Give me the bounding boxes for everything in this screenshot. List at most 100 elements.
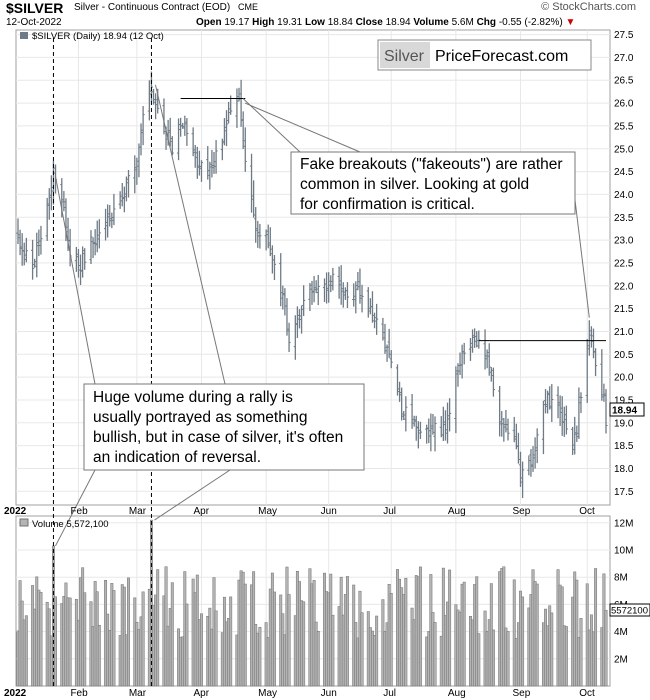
volume-bar <box>54 596 57 687</box>
price-tick-label: 26.5 <box>614 76 634 87</box>
volume-bar <box>39 592 43 687</box>
price-tick-label: 22.5 <box>614 258 634 269</box>
month-tick-label: Aug <box>448 506 466 517</box>
price-tick-label: 27.5 <box>614 30 634 41</box>
price-tick-label: 20.5 <box>614 350 634 361</box>
month-tick-label: Oct <box>579 506 595 517</box>
price-tick-label: 22.0 <box>614 281 634 292</box>
price-tick-label: 18.5 <box>614 441 634 452</box>
volume-bar <box>564 626 568 687</box>
volume-note-text: Huge volume during a rally is usually por… <box>93 389 343 466</box>
volume-bar <box>521 596 525 687</box>
month-tick-label: Jul <box>383 688 396 699</box>
volume-bar <box>475 576 479 687</box>
volume-bar <box>112 590 116 687</box>
brand-silver: Silver <box>384 48 425 65</box>
volume-bar <box>433 622 437 687</box>
quote-date: 12-Oct-2022 <box>6 17 62 28</box>
volume-tick-label: 8M <box>614 573 628 584</box>
volume-bar <box>512 579 516 687</box>
month-tick-label: Sep <box>513 688 531 699</box>
price-legend: $SILVER (Daily) 18.94 (12 Oct) <box>20 31 164 42</box>
volume-bar <box>331 614 335 687</box>
month-tick-label: Apr <box>193 506 209 517</box>
month-tick-label: Jul <box>383 506 396 517</box>
volume-bar <box>243 583 247 687</box>
volume-bar <box>185 603 189 687</box>
month-tick-label: Sep <box>513 506 531 517</box>
volume-bar <box>68 597 72 687</box>
volume-bar <box>156 569 160 687</box>
volume-tick-label: 2M <box>614 654 628 665</box>
price-tick-label: 17.5 <box>614 487 634 498</box>
volume-bar <box>491 629 495 687</box>
price-tick-label: 20.0 <box>614 373 634 384</box>
volume-bar <box>24 615 28 687</box>
volume-note-callout: Huge volume during a rally is usually por… <box>83 383 365 471</box>
volume-note-pointer <box>154 84 226 385</box>
last-price-label: 18.94 <box>612 406 637 417</box>
last-volume-label: 5572100 <box>611 606 648 617</box>
stockcharts-logo[interactable]: © StockCharts.com <box>541 1 636 13</box>
month-tick-label: Oct <box>579 688 595 699</box>
month-tick-label: Feb <box>70 688 88 699</box>
volume-note-pointer <box>55 469 96 547</box>
price-tick-label: 21.5 <box>614 304 634 315</box>
volume-tick-label: 4M <box>614 627 628 638</box>
quote-info-row: 12-Oct-2022 Open 19.17 High 19.31 Low 18… <box>0 16 650 30</box>
volume-bar <box>141 591 145 687</box>
price-tick-label: 21.0 <box>614 327 634 338</box>
price-tick-label: 27.0 <box>614 53 634 64</box>
volume-bar <box>462 581 466 687</box>
volume-bar <box>579 618 583 687</box>
last-price-tag: 18.94 <box>609 402 645 417</box>
priceforecast-brand: Silver PriceForecast.com <box>377 39 592 71</box>
price-panel-frame <box>15 29 611 506</box>
volume-bar <box>575 579 579 687</box>
volume-tick-label: 10M <box>614 546 633 557</box>
volume-bar <box>170 582 174 687</box>
volume-bar <box>258 627 262 687</box>
volume-bar <box>200 613 203 687</box>
price-legend-text: $SILVER (Daily) 18.94 (12 Oct) <box>32 31 164 42</box>
month-tick-label: May <box>258 688 277 699</box>
price-tick-label: 19.0 <box>614 418 634 429</box>
volume-bar <box>535 583 539 687</box>
volume-bar <box>550 612 554 687</box>
volume-bar <box>302 601 306 687</box>
volume-note-pointer <box>54 176 96 385</box>
volume-bar <box>214 610 218 687</box>
month-tick-label: Mar <box>129 688 147 699</box>
month-tick-label: Jun <box>321 506 337 517</box>
volume-bar <box>127 577 130 687</box>
month-tick-label: Mar <box>129 506 147 517</box>
volume-bar <box>287 594 291 687</box>
last-volume-tag: 5572100 <box>609 603 650 617</box>
fakeout-pointer <box>574 199 590 318</box>
brand-priceforecast: PriceForecast.com <box>435 48 568 65</box>
chart-title-row: $SILVER Silver - Continuous Contract (EO… <box>0 0 650 16</box>
fakeout-callout-text: Fake breakouts ("fakeouts") are rather co… <box>300 156 563 213</box>
ohlc-readout: Open 19.17 High 19.31 Low 18.84 Close 18… <box>196 17 576 28</box>
month-tick-label: Apr <box>193 688 209 699</box>
volume-bar <box>345 576 349 687</box>
price-tick-label: 25.5 <box>614 121 634 132</box>
price-tick-label: 18.0 <box>614 464 634 475</box>
month-tick-label: May <box>258 506 277 517</box>
price-tick-label: 19.5 <box>614 395 634 406</box>
month-tick-label: 2022 <box>4 688 27 699</box>
volume-bar <box>375 615 379 687</box>
month-tick-label: Feb <box>70 506 88 517</box>
fakeout-pointer <box>244 102 361 153</box>
volume-bar <box>502 566 506 687</box>
exchange-label: CME <box>238 2 258 12</box>
volume-bar <box>229 596 233 687</box>
price-tick-label: 25.0 <box>614 144 634 155</box>
volume-note-pointer <box>154 469 231 521</box>
volume-legend-text: Volume 5,572,100 <box>32 519 109 530</box>
price-tick-label: 24.0 <box>614 190 634 201</box>
volume-bar <box>83 592 87 687</box>
volume-bar <box>506 631 510 687</box>
volume-bar <box>604 609 608 687</box>
